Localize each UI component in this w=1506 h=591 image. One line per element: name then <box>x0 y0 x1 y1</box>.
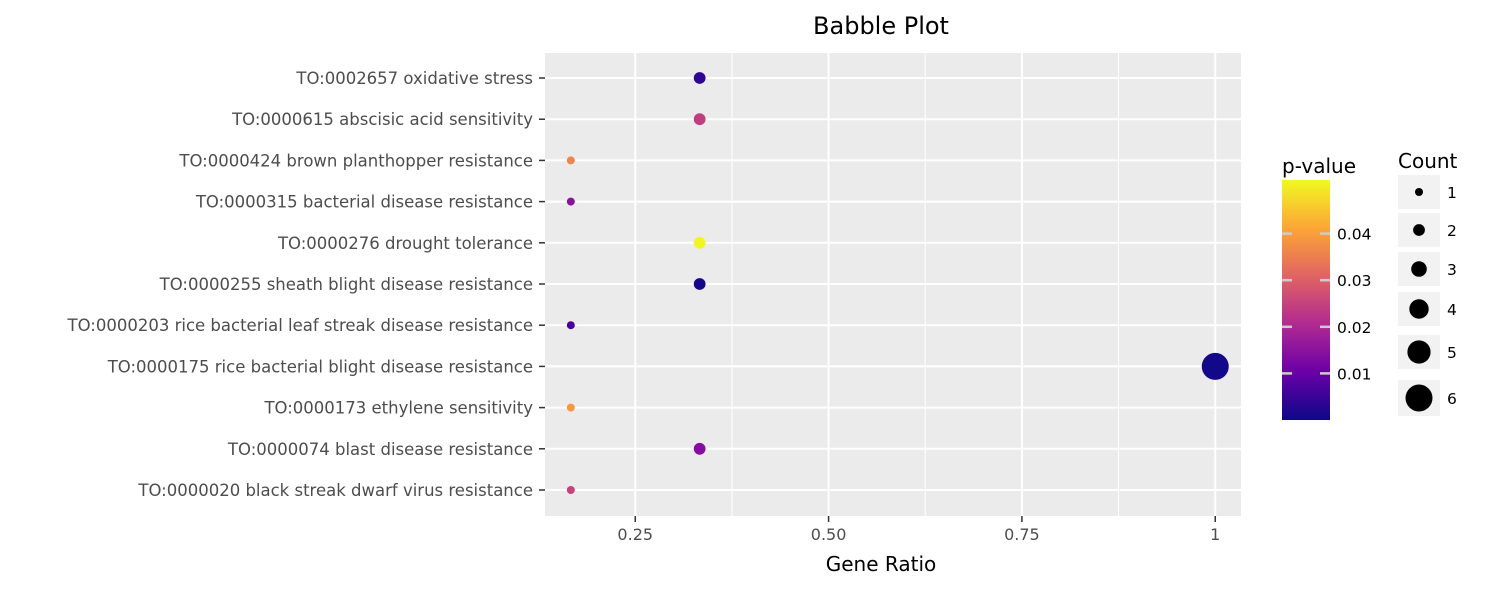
count-legend-label: 5 <box>1447 344 1457 362</box>
y-axis: TO:0002657 oxidative stress TO:0000615 ab… <box>67 69 545 500</box>
x-tick-label: 0.75 <box>1004 525 1040 544</box>
y-tick-label: TO:0002657 oxidative stress <box>295 69 533 88</box>
data-point <box>566 486 575 494</box>
data-point <box>693 72 706 84</box>
count-legend-label: 4 <box>1447 301 1457 319</box>
chart-title: Babble Plot <box>813 12 949 40</box>
colorbar-tick-label: 0.04 <box>1337 226 1372 244</box>
count-legend-symbol <box>1411 261 1427 277</box>
x-axis-title: Gene Ratio <box>826 552 937 576</box>
data-point <box>566 156 575 165</box>
count-legend-symbol <box>1409 299 1429 319</box>
y-tick-label: TO:0000315 bacterial disease resistance <box>195 193 533 212</box>
y-tick-label: TO:0000175 rice bacterial blight disease… <box>107 357 533 376</box>
count-legend-label: 6 <box>1447 390 1457 408</box>
p-value-legend: p-value 0.04 0.03 0.02 0.01 <box>1282 154 1372 420</box>
data-point <box>693 278 706 290</box>
y-tick-label: TO:0000173 ethylene sensitivity <box>263 399 533 418</box>
colorbar-tick-label: 0.03 <box>1337 272 1372 290</box>
count-legend-symbol <box>1405 384 1433 412</box>
x-tick-label: 0.50 <box>811 525 847 544</box>
p-value-colorbar <box>1282 180 1330 420</box>
data-point <box>693 236 706 249</box>
major-gridlines <box>545 53 1241 516</box>
data-point <box>693 442 706 455</box>
y-tick-label: TO:0000074 blast disease resistance <box>227 440 533 459</box>
y-tick-label: TO:0000276 drought tolerance <box>277 234 533 253</box>
p-value-legend-title: p-value <box>1282 154 1356 178</box>
count-legend: Count 1 2 3 4 5 6 <box>1398 149 1458 417</box>
data-points <box>566 72 1229 494</box>
count-legend-symbol <box>1407 340 1431 364</box>
y-tick-label: TO:0000615 abscisic acid sensitivity <box>231 110 533 129</box>
count-legend-label: 1 <box>1447 184 1457 202</box>
count-legend-label: 3 <box>1447 261 1457 279</box>
count-legend-title: Count <box>1398 149 1458 173</box>
x-axis: 0.25 0.50 0.75 1 <box>617 516 1220 544</box>
data-point <box>693 113 706 126</box>
count-legend-label: 2 <box>1447 222 1457 240</box>
colorbar-tick-label: 0.02 <box>1337 319 1372 337</box>
y-tick-label: TO:0000424 brown planthopper resistance <box>178 151 533 170</box>
data-point <box>566 197 575 206</box>
y-tick-label: TO:0000255 sheath blight disease resista… <box>159 275 533 294</box>
x-tick-label: 0.25 <box>617 525 653 544</box>
x-tick-label: 1 <box>1210 525 1220 544</box>
y-tick-label: TO:0000203 rice bacterial leaf streak di… <box>67 316 533 335</box>
data-point <box>566 321 575 330</box>
colorbar-tick-label: 0.01 <box>1337 365 1372 383</box>
data-point <box>566 403 575 412</box>
count-legend-symbol <box>1415 188 1423 196</box>
count-legend-symbol <box>1413 224 1425 236</box>
data-point <box>1201 352 1229 380</box>
y-tick-label: TO:0000020 black streak dwarf virus resi… <box>137 481 533 500</box>
